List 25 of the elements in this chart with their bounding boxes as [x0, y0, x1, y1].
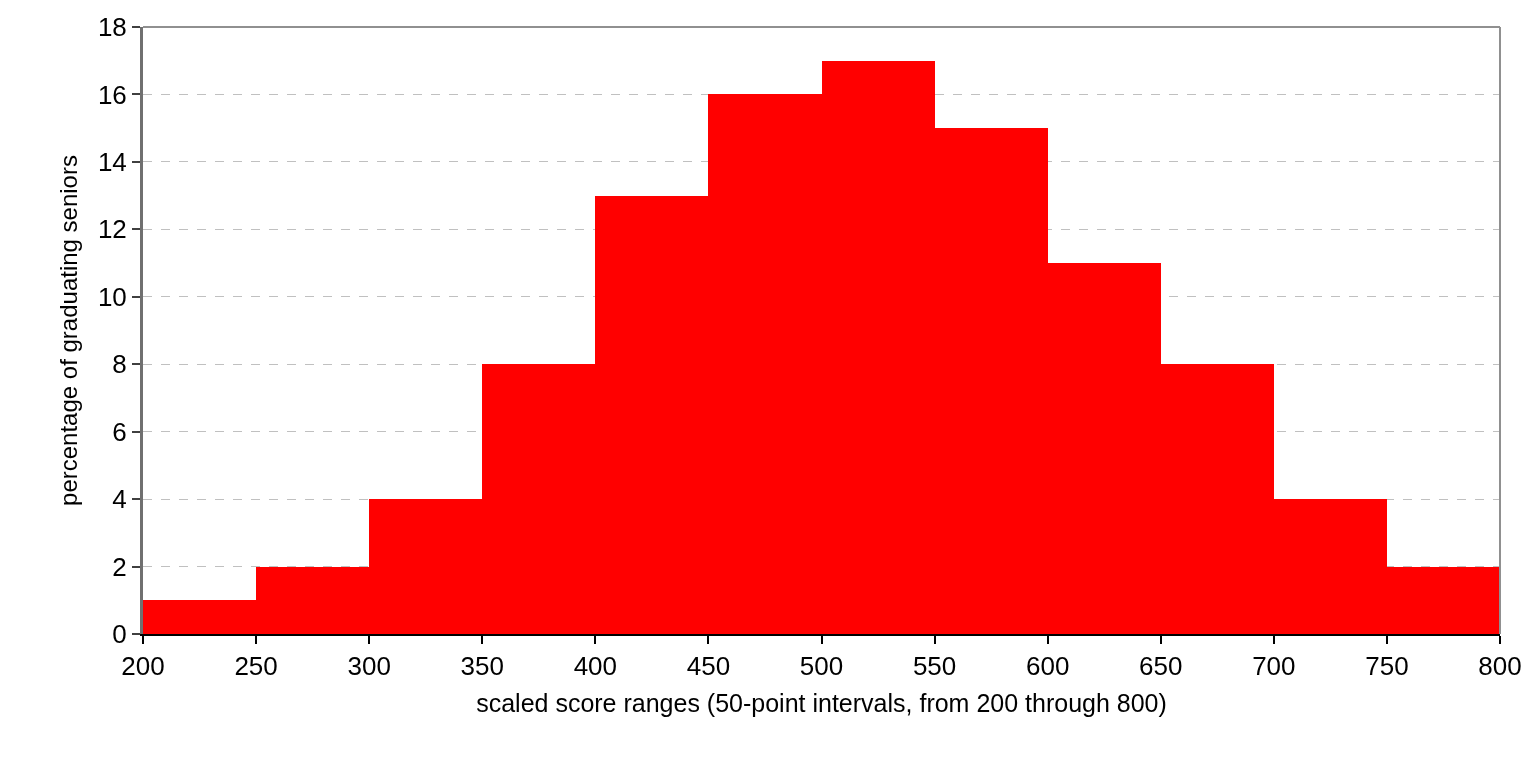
x-tick-label: 700 [1252, 651, 1296, 682]
x-tick-label: 600 [1025, 651, 1070, 682]
y-tick-label: 6 [112, 416, 127, 447]
x-tick-label: 750 [1365, 651, 1409, 682]
y-axis-title: percentage of graduating seniors [54, 155, 82, 506]
y-tick-label: 0 [112, 619, 127, 650]
y-tick-label: 14 [97, 146, 127, 177]
x-tick-label: 450 [686, 651, 731, 682]
y-tick-label: 8 [112, 349, 127, 380]
y-tick-label: 2 [112, 551, 127, 582]
x-tick-label: 250 [234, 651, 278, 682]
y-tick-label: 18 [97, 12, 127, 43]
y-tick-label: 4 [112, 484, 127, 515]
x-axis-title: scaled score ranges (50-point intervals, from 200 through 800) [476, 688, 1167, 717]
x-tick-label: 200 [121, 651, 165, 682]
x-tick-label: 300 [347, 651, 391, 682]
x-tick-label: 650 [1139, 651, 1183, 682]
y-tick-label: 12 [97, 214, 127, 245]
x-tick-label: 350 [460, 651, 504, 682]
y-tick-label: 10 [97, 281, 127, 312]
y-tick-label: 16 [97, 79, 127, 110]
x-tick-label: 550 [912, 651, 957, 682]
x-tick-label: 500 [799, 651, 844, 682]
x-tick-label: 800 [1478, 651, 1522, 682]
x-tick-label: 400 [573, 651, 618, 682]
